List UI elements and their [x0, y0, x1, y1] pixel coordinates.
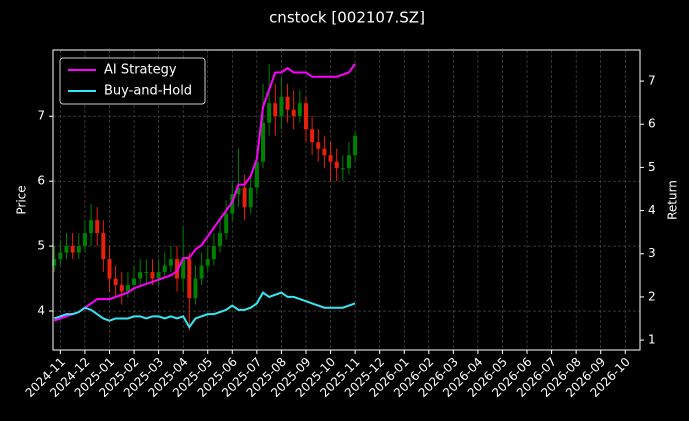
candle-body — [58, 252, 63, 260]
chart-title: cnstock [002107.SZ] — [269, 9, 425, 27]
candle-body — [224, 213, 229, 234]
candle-body — [95, 220, 100, 234]
candle-body — [267, 103, 272, 123]
candle-body — [101, 233, 106, 260]
candle-body — [181, 259, 186, 279]
candle-body — [273, 103, 278, 117]
candle-body — [297, 103, 302, 117]
candle-body — [279, 96, 284, 117]
candle-body — [156, 272, 161, 279]
candle-body — [340, 168, 345, 170]
candle-body — [119, 285, 124, 292]
y2-axis-label: Return — [666, 180, 680, 220]
candle-body — [303, 103, 308, 130]
candle-body — [52, 259, 57, 266]
candle-body — [89, 220, 94, 234]
candle-body — [162, 265, 167, 273]
candle-body — [138, 272, 143, 279]
y2-tick-label: 6 — [648, 117, 656, 131]
candle-body — [242, 187, 247, 208]
candle-body — [144, 272, 149, 274]
legend-label: Buy-and-Hold — [104, 84, 192, 99]
candle-body — [107, 259, 112, 279]
candle-body — [125, 285, 130, 292]
candle-body — [260, 122, 265, 162]
y-tick-label: 6 — [37, 174, 45, 188]
candle-body — [291, 109, 296, 117]
y-axis-label: Price — [15, 185, 29, 214]
y2-tick-label: 1 — [648, 333, 656, 347]
candle-body — [322, 148, 327, 156]
series-line — [53, 63, 356, 322]
candle-body — [218, 233, 223, 247]
legend-label: AI Strategy — [104, 63, 177, 78]
candle-body — [310, 129, 315, 143]
candle-body — [64, 246, 69, 253]
candle-body — [328, 155, 333, 162]
candle-body — [205, 259, 210, 266]
candle-body — [168, 259, 173, 266]
candle-body — [193, 278, 198, 299]
y-tick-label: 4 — [37, 304, 45, 318]
candle-body — [70, 246, 75, 253]
candle-body — [230, 194, 235, 214]
candle-body — [199, 265, 204, 279]
candle-body — [76, 246, 81, 253]
candle-body — [150, 272, 155, 279]
plot-frame — [52, 49, 641, 351]
candle-body — [236, 187, 241, 195]
candle-body — [187, 259, 192, 299]
candle-body — [248, 187, 253, 208]
y2-tick-label: 4 — [648, 203, 656, 217]
candle-body — [254, 161, 259, 188]
candle-body — [132, 278, 137, 286]
series-line — [53, 291, 356, 329]
y-tick-label: 7 — [37, 109, 45, 123]
candle-body — [346, 155, 351, 169]
y2-tick-label: 5 — [648, 160, 656, 174]
candle-body — [353, 135, 358, 156]
candle-body — [334, 161, 339, 169]
candle-body — [113, 278, 118, 286]
candle-body — [82, 233, 87, 247]
candle-body — [316, 142, 321, 149]
y-tick-label: 5 — [37, 239, 45, 253]
y2-tick-label: 3 — [648, 246, 656, 260]
y2-tick-label: 7 — [648, 74, 656, 88]
candle-body — [285, 96, 290, 110]
candle-body — [211, 246, 216, 260]
y2-tick-label: 2 — [648, 289, 656, 303]
legend-box — [59, 57, 206, 105]
